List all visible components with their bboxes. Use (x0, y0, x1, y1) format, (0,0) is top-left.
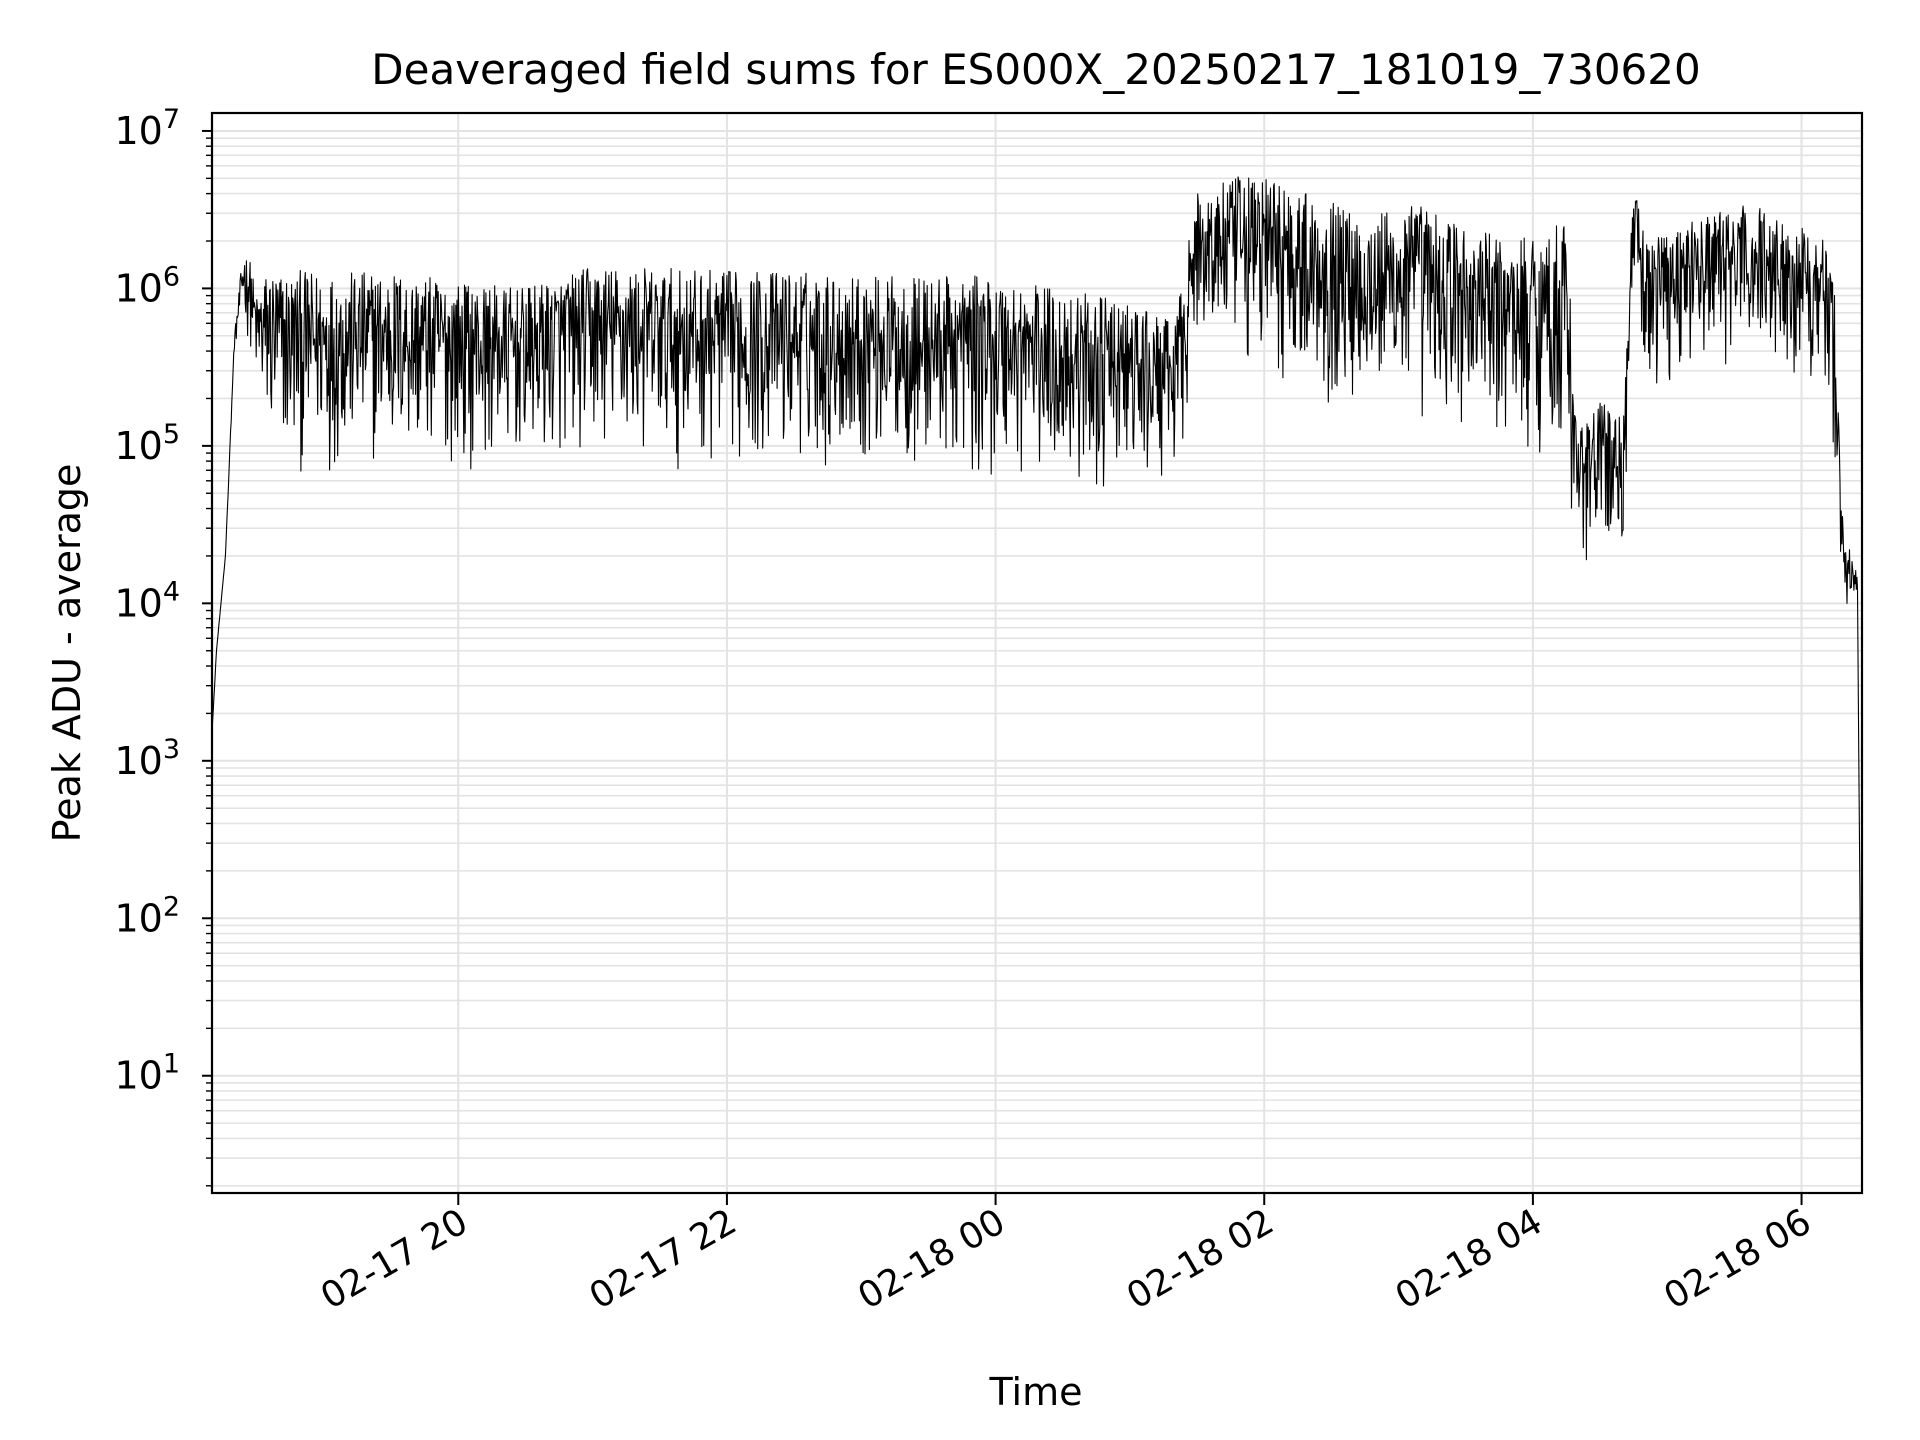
series-group (211, 176, 1863, 1159)
x-axis-label: Time (989, 1370, 1083, 1414)
y-tick-label: 101 (114, 1049, 180, 1098)
chart-title: Deaveraged field sums for ES000X_2025021… (371, 45, 1700, 94)
y-tick-label: 106 (114, 261, 180, 310)
y-tick-label: 104 (114, 576, 180, 625)
y-axis-label: Peak ADU - average (45, 464, 89, 843)
y-tick-label: 105 (114, 419, 180, 468)
plot-frame (210, 111, 1864, 1195)
y-tick-label: 103 (114, 734, 180, 783)
series-line-0 (211, 176, 1863, 1159)
y-tick-label: 107 (114, 104, 180, 153)
y-tick-label: 102 (114, 891, 180, 940)
